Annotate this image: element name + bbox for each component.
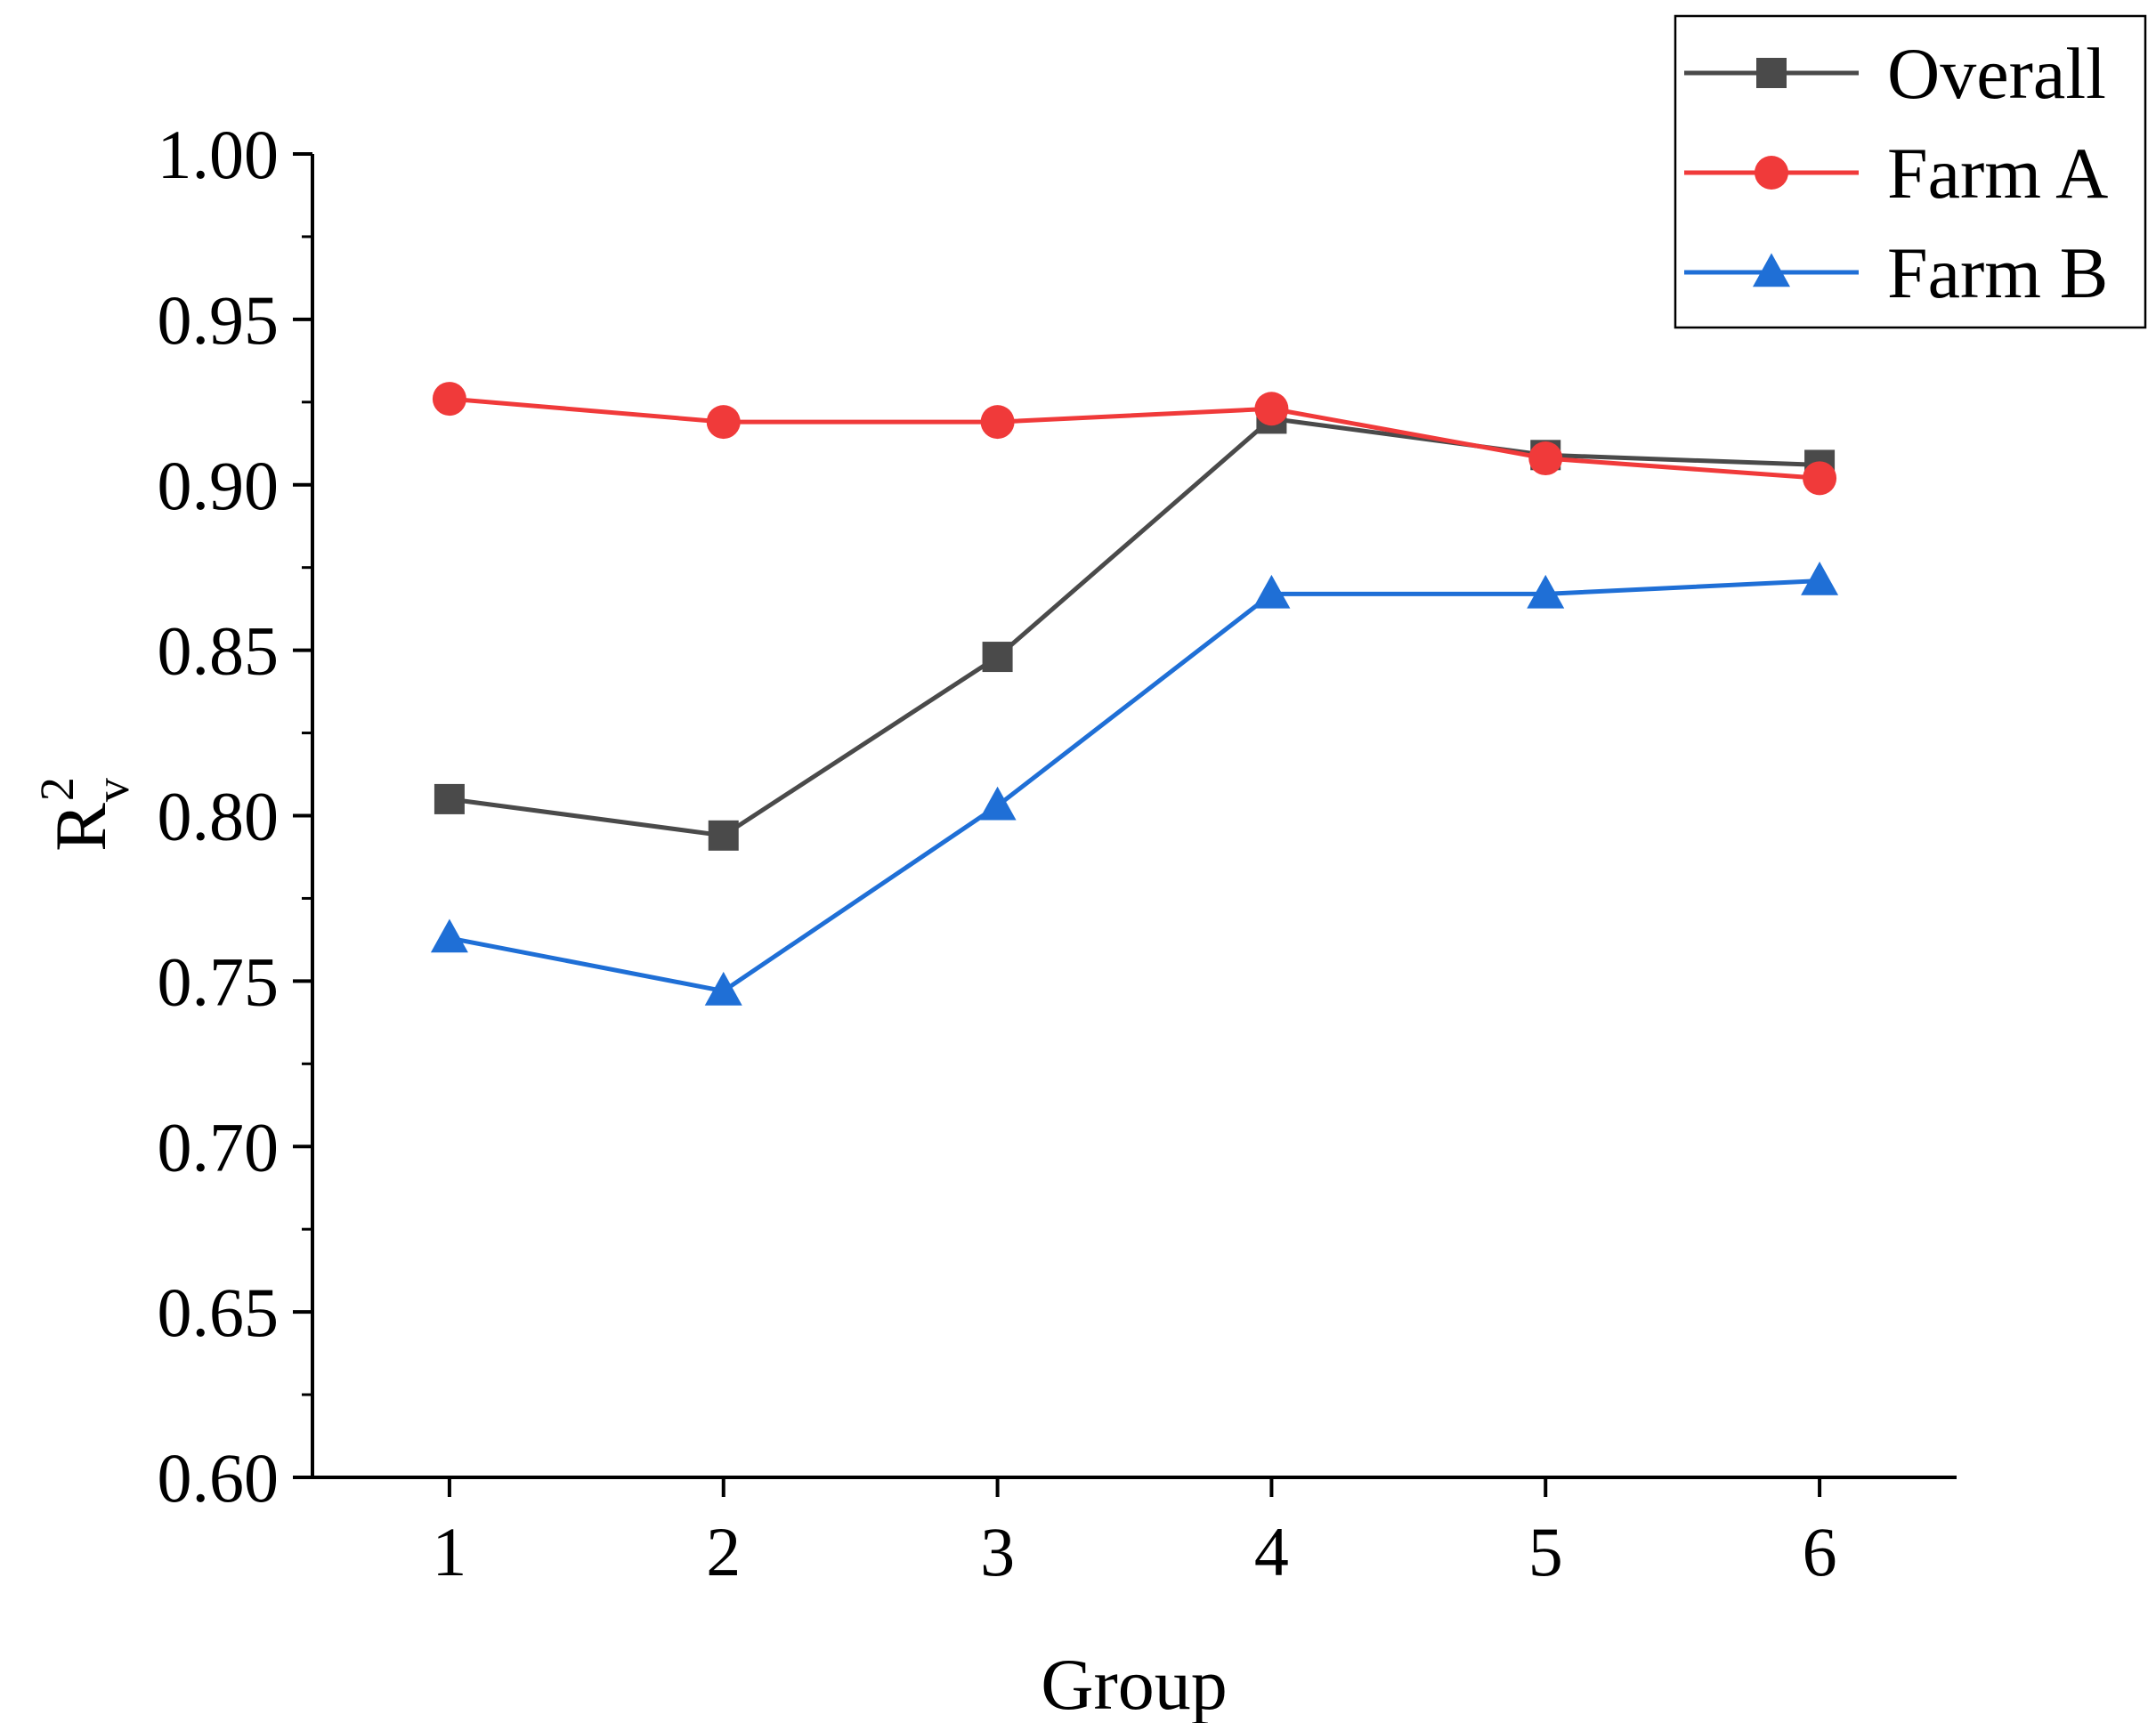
y-tick-label: 0.90: [158, 447, 280, 524]
y-axis-title-sup: 2: [30, 777, 84, 801]
x-tick-label: 6: [1803, 1513, 1837, 1590]
y-tick-label: 0.60: [158, 1439, 280, 1517]
series-group: [430, 382, 1839, 1006]
legend-item-overall: Overall: [1684, 33, 2106, 114]
x-tick-label: 4: [1254, 1513, 1289, 1590]
x-axis-title: Group: [1041, 1644, 1228, 1723]
data-point-farm-b: [978, 786, 1017, 821]
series-farm-b: [430, 561, 1839, 1006]
svg-text:R2v: R2v: [30, 777, 139, 852]
data-point-farm-a: [706, 405, 741, 440]
data-point-farm-b: [1527, 574, 1565, 609]
data-point-overall: [708, 820, 739, 851]
x-tick-label: 1: [432, 1513, 466, 1590]
y-tick-label: 0.80: [158, 778, 280, 855]
legend-marker: [1756, 58, 1787, 88]
legend-label: Farm A: [1887, 133, 2108, 214]
x-ticks: 1 2 3 4 5 6: [432, 1477, 1837, 1590]
y-tick-label: 1.00: [158, 116, 280, 193]
series-overall: [434, 403, 1836, 851]
y-axis-title-main: R: [40, 803, 121, 852]
y-tick-label: 0.75: [158, 942, 280, 1020]
legend-label: Farm B: [1887, 232, 2108, 313]
series-farm-a: [432, 382, 1837, 496]
data-point-farm-b: [1252, 574, 1291, 609]
data-point-farm-b: [704, 971, 742, 1006]
x-tick-label: 2: [706, 1513, 741, 1590]
legend: Overall Farm A Farm B: [1674, 14, 2147, 329]
data-point-farm-a: [432, 382, 466, 417]
data-point-farm-b: [1801, 561, 1839, 595]
y-tick-label: 0.85: [158, 612, 280, 690]
data-point-overall: [982, 642, 1013, 673]
y-tick-label: 0.95: [158, 281, 280, 359]
data-point-farm-a: [1254, 392, 1289, 426]
legend-label: Overall: [1887, 33, 2106, 114]
legend-marker: [1753, 253, 1790, 287]
legend-marker: [1755, 156, 1788, 190]
data-point-farm-a: [980, 405, 1015, 440]
data-point-farm-a: [1528, 441, 1563, 476]
series-line-farm-b: [449, 578, 1820, 994]
data-point-farm-a: [1803, 461, 1837, 496]
series-line-overall: [449, 416, 1820, 838]
x-tick-label: 5: [1528, 1513, 1563, 1590]
series-line-farm-a: [449, 396, 1820, 481]
data-point-overall: [434, 783, 465, 814]
x-tick-label: 3: [980, 1513, 1015, 1590]
y-ticks: 0.60 0.65 0.70 0.75 0.80 0.85 0.90 0.95 1.00: [158, 116, 312, 1517]
y-axis-title-sub: v: [85, 778, 139, 802]
legend-item-farm-a: Farm A: [1684, 133, 2108, 214]
y-tick-label: 0.70: [158, 1108, 280, 1185]
data-point-farm-b: [430, 918, 468, 953]
y-axis-title: R2v: [30, 777, 139, 852]
y-tick-label: 0.65: [158, 1274, 280, 1351]
legend-item-farm-b: Farm B: [1684, 232, 2108, 313]
